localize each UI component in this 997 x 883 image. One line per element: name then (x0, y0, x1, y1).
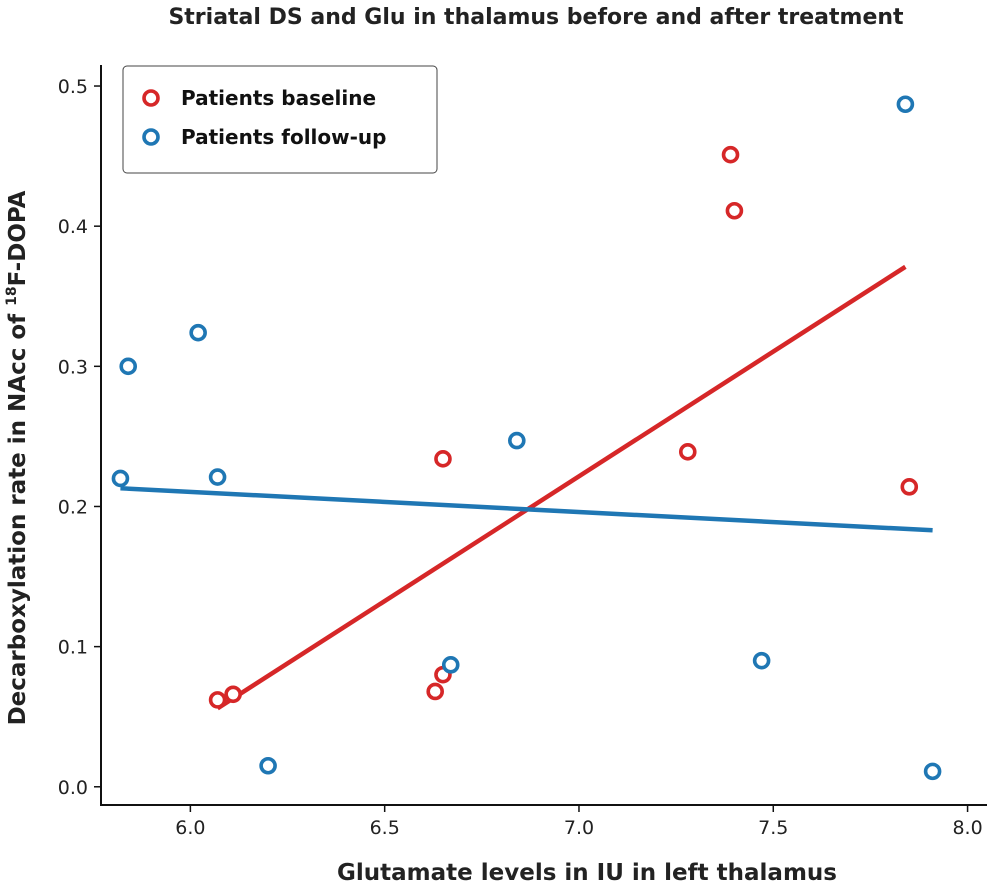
point-follow-up (208, 468, 227, 486)
fit-lines (120, 264, 933, 711)
y-tick-label: 0.0 (58, 777, 88, 799)
legend: Patients baseline Patients follow-up (122, 65, 438, 174)
x-tick-label: 8.0 (952, 817, 982, 839)
y-tick-label: 0.3 (58, 356, 88, 378)
y-tick-label: 0.5 (58, 76, 88, 98)
x-tick-label: 6.5 (370, 817, 400, 839)
fit-line-baseline (216, 264, 907, 711)
y-axis-label-superscript: 18 (4, 286, 20, 305)
point-follow-up (896, 95, 915, 114)
legend-label-follow-up: Patients follow-up (181, 125, 387, 149)
legend-marker-baseline (142, 89, 160, 107)
point-baseline (725, 201, 744, 220)
fit-line-follow-up (120, 486, 933, 533)
point-baseline (434, 450, 452, 468)
point-baseline (721, 145, 740, 164)
x-tick-label: 6.0 (175, 817, 205, 839)
y-ticks: 0.0 0.1 0.2 0.3 0.4 0.5 (58, 76, 101, 799)
legend-label-baseline: Patients baseline (181, 86, 376, 110)
point-baseline (208, 691, 227, 709)
x-tick-label: 7.5 (758, 817, 788, 839)
point-follow-up (441, 656, 460, 674)
legend-marker-follow-up (142, 128, 160, 146)
y-tick-label: 0.1 (58, 637, 88, 659)
y-axis-label-suffix: F-DOPA (5, 190, 31, 286)
point-follow-up (923, 762, 942, 781)
x-axis-label: Glutamate levels in IU in left thalamus (337, 860, 837, 883)
point-follow-up (111, 469, 130, 488)
point-follow-up (189, 323, 207, 342)
data-points (111, 95, 942, 781)
x-tick-label: 7.0 (564, 817, 594, 839)
x-ticks: 6.0 6.5 7.0 7.5 8.0 (175, 805, 983, 839)
y-axis-label-prefix: Decarboxylation rate in NAcc of (5, 306, 31, 726)
legend-box (122, 65, 438, 174)
point-baseline (426, 682, 444, 701)
point-follow-up (507, 431, 526, 450)
y-axis-label: Decarboxylation rate in NAcc of 18F-DOPA (4, 190, 31, 725)
point-baseline (224, 685, 242, 704)
point-follow-up (259, 756, 277, 775)
point-follow-up (119, 357, 138, 376)
y-tick-label: 0.4 (58, 216, 88, 238)
chart-title: Striatal DS and Glu in thalamus before a… (168, 5, 904, 30)
point-follow-up (752, 651, 771, 670)
point-baseline (900, 478, 919, 496)
y-tick-label: 0.2 (58, 496, 88, 518)
point-baseline (678, 443, 697, 461)
